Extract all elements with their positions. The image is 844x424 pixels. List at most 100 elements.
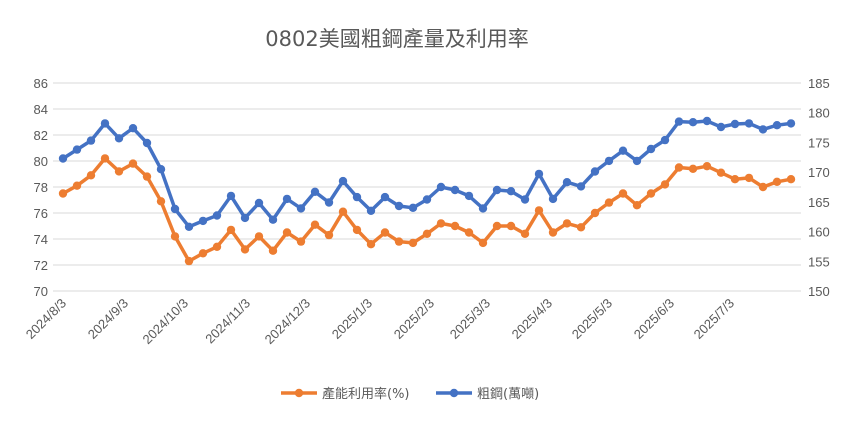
data-point xyxy=(296,237,306,246)
series-layer xyxy=(58,116,796,266)
y-right-tick-label: 165 xyxy=(808,195,830,210)
data-point xyxy=(464,228,474,237)
data-point xyxy=(324,198,334,207)
data-point xyxy=(492,221,502,231)
x-tick-label: 2025/2/3 xyxy=(391,296,437,342)
data-point xyxy=(226,225,236,235)
data-point xyxy=(786,119,796,128)
data-point xyxy=(744,119,754,128)
data-point xyxy=(170,232,180,241)
data-point xyxy=(156,197,166,206)
data-point xyxy=(352,225,362,235)
data-point xyxy=(422,195,432,204)
data-point xyxy=(268,246,278,255)
data-point xyxy=(450,185,460,195)
data-point xyxy=(646,189,656,198)
data-point xyxy=(562,219,572,228)
data-point xyxy=(758,125,768,134)
legend-item: 產能利用率(%) xyxy=(281,386,410,402)
data-point xyxy=(170,204,180,214)
data-point xyxy=(366,206,376,215)
data-point xyxy=(590,167,600,176)
data-point xyxy=(240,245,250,254)
x-tick-label: 2025/1/3 xyxy=(329,296,375,342)
data-point xyxy=(240,213,250,223)
legend-item: 粗鋼(萬噸) xyxy=(436,387,539,402)
data-point xyxy=(380,228,390,237)
data-point xyxy=(478,238,488,248)
data-point xyxy=(548,228,558,237)
y-left-tick-label: 80 xyxy=(34,154,48,169)
y-right-tick-label: 170 xyxy=(808,165,830,180)
data-point xyxy=(744,173,754,183)
data-point xyxy=(660,135,670,145)
data-point xyxy=(212,211,222,220)
legend: 產能利用率(%) 粗鋼(萬噸) xyxy=(281,386,539,402)
data-point xyxy=(660,180,670,189)
data-point xyxy=(338,176,348,186)
data-point xyxy=(184,256,194,266)
data-point xyxy=(646,144,656,154)
y-left-tick-label: 78 xyxy=(34,180,48,195)
data-point xyxy=(408,203,418,212)
data-point xyxy=(254,198,264,208)
y-right-tick-label: 155 xyxy=(808,254,830,269)
y-left-tick-label: 72 xyxy=(34,258,48,273)
legend-label: 粗鋼(萬噸) xyxy=(477,387,539,402)
x-tick-label: 2024/10/3 xyxy=(140,296,192,348)
data-point xyxy=(730,119,740,129)
data-point xyxy=(338,207,348,216)
data-point xyxy=(632,201,642,210)
data-point xyxy=(534,169,544,179)
y-right-tick-label: 185 xyxy=(808,76,830,91)
x-tick-label: 2024/9/3 xyxy=(85,296,131,342)
data-point xyxy=(100,119,110,128)
data-point xyxy=(394,201,404,211)
y-axis-left: 70 72 74 76 78 80 82 84 86 xyxy=(34,76,48,299)
y-left-tick-label: 76 xyxy=(34,206,48,221)
data-point xyxy=(394,237,404,246)
data-point xyxy=(310,220,320,229)
gridlines xyxy=(53,82,801,292)
data-point xyxy=(268,215,278,224)
data-point xyxy=(520,229,530,238)
data-point xyxy=(688,118,698,127)
data-point xyxy=(618,189,628,198)
data-point xyxy=(758,182,768,192)
data-point xyxy=(324,230,334,240)
data-point xyxy=(716,122,726,132)
legend-swatch-marker xyxy=(449,388,459,398)
data-point xyxy=(674,163,684,172)
data-point xyxy=(408,238,418,248)
x-tick-label: 2024/8/3 xyxy=(23,296,69,342)
data-point xyxy=(576,182,586,191)
data-point xyxy=(282,228,292,237)
x-axis: 2024/8/3 2024/9/3 2024/10/3 2024/11/3 2024/1… xyxy=(23,296,737,348)
data-point xyxy=(72,181,82,190)
data-point xyxy=(366,240,376,249)
data-point xyxy=(380,192,390,202)
data-point xyxy=(128,124,138,133)
data-point xyxy=(72,145,82,154)
y-right-tick-label: 160 xyxy=(808,225,830,240)
data-point xyxy=(702,116,712,126)
data-point xyxy=(226,191,236,201)
y-right-tick-label: 180 xyxy=(808,106,830,121)
y-left-tick-label: 84 xyxy=(34,102,48,117)
data-point xyxy=(142,172,152,181)
data-point xyxy=(198,216,208,226)
data-point xyxy=(702,162,712,171)
series-crude-steel xyxy=(58,116,796,231)
x-tick-label: 2025/3/3 xyxy=(447,296,493,342)
data-point xyxy=(254,232,264,241)
chart-title: 0802美國粗鋼產量及利用率 xyxy=(265,27,528,51)
data-point xyxy=(58,189,68,198)
data-point xyxy=(576,223,586,232)
data-point xyxy=(156,165,166,174)
data-point xyxy=(86,136,96,145)
data-point xyxy=(100,154,110,163)
data-point xyxy=(520,195,530,204)
data-point xyxy=(212,242,222,251)
data-point xyxy=(604,198,614,207)
